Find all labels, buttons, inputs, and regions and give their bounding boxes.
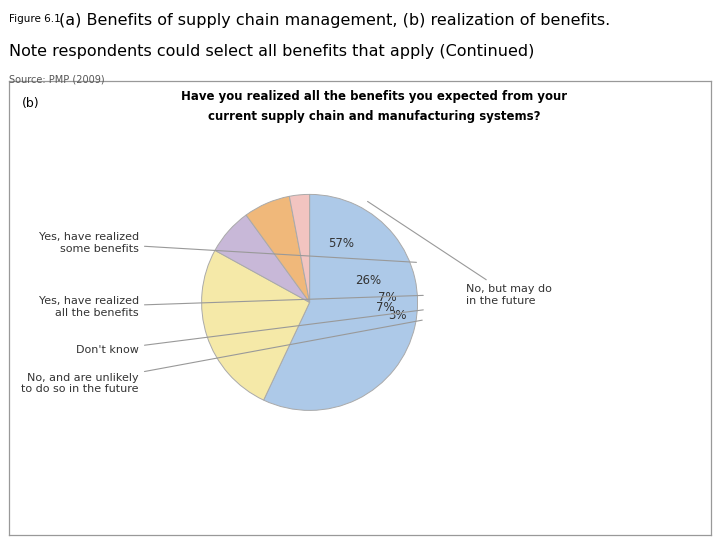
Wedge shape (246, 197, 310, 302)
Wedge shape (202, 251, 310, 400)
Text: Don't know: Don't know (76, 310, 423, 355)
Text: 26%: 26% (356, 274, 382, 287)
Text: No, and are unlikely
to do so in the future: No, and are unlikely to do so in the fut… (22, 320, 422, 394)
Text: current supply chain and manufacturing systems?: current supply chain and manufacturing s… (208, 111, 540, 124)
Text: Figure 6.1: Figure 6.1 (9, 14, 61, 24)
Text: (b): (b) (22, 97, 40, 110)
Text: 7%: 7% (376, 301, 395, 314)
Text: (a) Benefits of supply chain management, (b) realization of benefits.: (a) Benefits of supply chain management,… (59, 14, 611, 29)
Text: 3%: 3% (388, 309, 406, 322)
Text: Yes, have realized
all the benefits: Yes, have realized all the benefits (39, 295, 423, 318)
Wedge shape (264, 194, 418, 410)
Text: Note respondents could select all benefits that apply (Continued): Note respondents could select all benefi… (9, 44, 535, 59)
Text: Have you realized all the benefits you expected from your: Have you realized all the benefits you e… (181, 90, 567, 103)
Text: 7%: 7% (378, 291, 397, 304)
Text: No, but may do
in the future: No, but may do in the future (368, 201, 552, 306)
Wedge shape (289, 194, 310, 302)
Wedge shape (215, 215, 310, 302)
Text: 57%: 57% (328, 237, 354, 250)
Text: Source: PMP (2009): Source: PMP (2009) (9, 75, 105, 85)
Text: Yes, have realized
some benefits: Yes, have realized some benefits (39, 232, 416, 262)
